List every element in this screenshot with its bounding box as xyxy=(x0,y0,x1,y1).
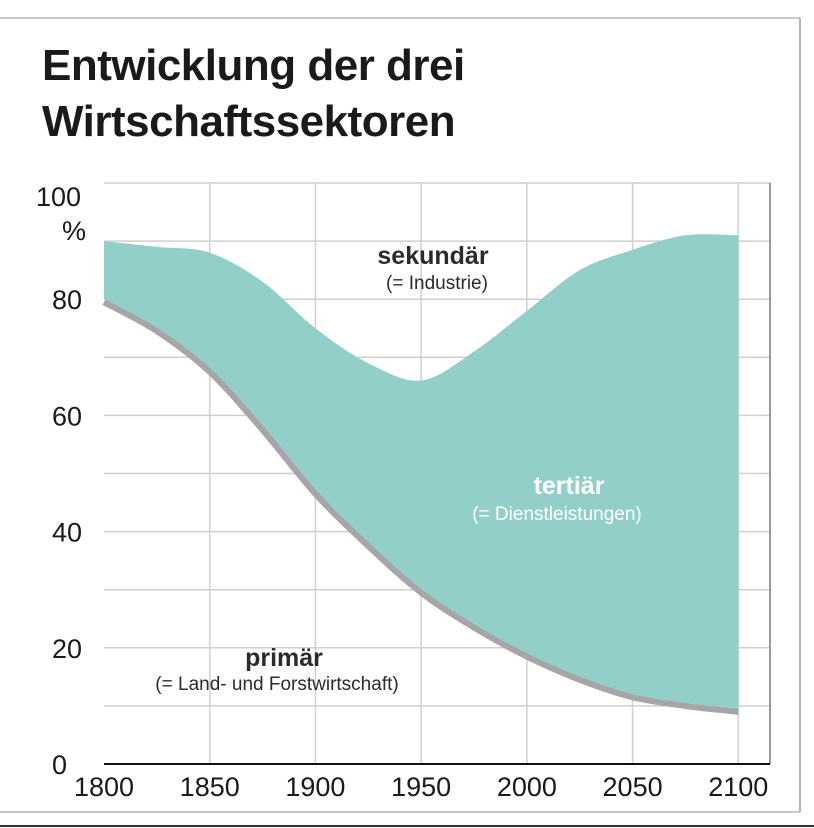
primary-boundary-line xyxy=(102,299,739,715)
x-tick-label-1950: 1950 xyxy=(391,772,451,802)
label-sekundaer: sekundär xyxy=(377,242,488,270)
x-tick-label-1900: 1900 xyxy=(285,772,345,802)
y-unit-label: % xyxy=(62,216,86,246)
x-tick-label-2100: 2100 xyxy=(708,772,768,802)
y-tick-label-100: 100 xyxy=(36,182,81,212)
label-tertiaer-sub: (= Dienstleistungen) xyxy=(472,504,642,525)
label-primaer-sub: (= Land- und Forstwirtschaft) xyxy=(155,674,398,695)
y-tick-label-40: 40 xyxy=(52,518,82,548)
chart-title-line-1: Entwicklung der drei xyxy=(42,41,465,90)
x-tick-label-1800: 1800 xyxy=(74,772,134,802)
chart-title: Entwicklung der drei Wirtschaftssektoren xyxy=(42,38,465,150)
label-tertiaer: tertiär xyxy=(534,472,605,500)
y-tick-label-0: 0 xyxy=(52,750,67,780)
y-tick-label-80: 80 xyxy=(52,285,82,315)
y-tick-label-60: 60 xyxy=(52,401,82,431)
x-tick-label-1850: 1850 xyxy=(180,772,240,802)
x-tick-label-2050: 2050 xyxy=(603,772,663,802)
chart-title-line-2: Wirtschaftssektoren xyxy=(42,97,456,146)
y-tick-label-20: 20 xyxy=(52,634,82,664)
label-primaer: primär xyxy=(245,644,323,672)
tertiary-area xyxy=(104,234,739,709)
x-tick-label-2000: 2000 xyxy=(497,772,557,802)
label-sekundaer-sub: (= Industrie) xyxy=(386,273,488,294)
